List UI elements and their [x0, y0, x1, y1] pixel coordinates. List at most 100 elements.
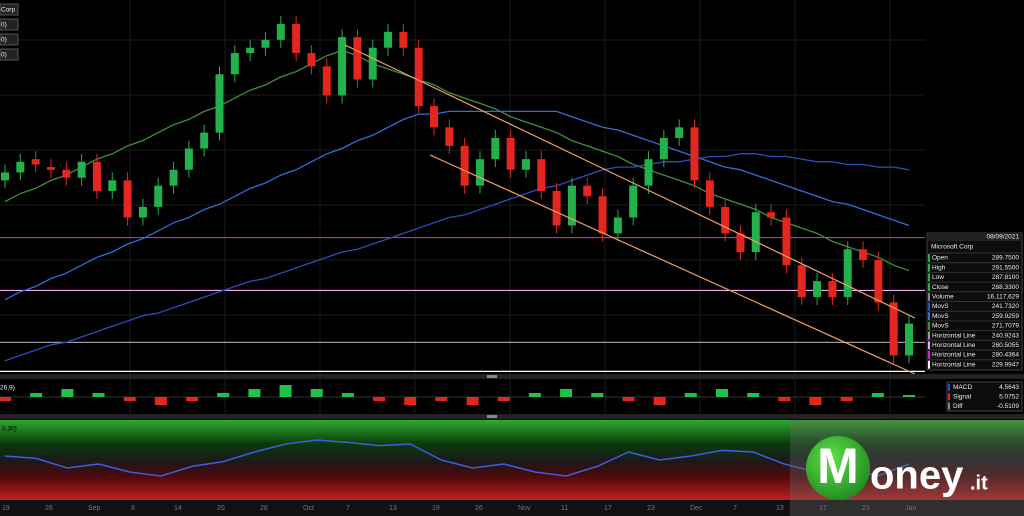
candle-body	[705, 180, 714, 207]
rsi-panel	[4, 439, 910, 477]
macd-info: MACD 4.5643 Signal 5.0752 Diff -0.5109	[946, 381, 1023, 412]
candle-body	[430, 106, 439, 128]
x-tick-label: Oct	[303, 505, 314, 512]
macd-bar	[310, 389, 323, 397]
macd-bar	[903, 395, 915, 397]
row-marker	[928, 331, 930, 340]
candle-body	[445, 127, 454, 146]
candle-body	[813, 281, 822, 298]
row-marker	[928, 273, 930, 282]
indicator-tag	[0, 33, 19, 46]
candle-body	[368, 47, 377, 80]
row-value: 291.5500	[992, 264, 1019, 271]
candle-body	[828, 281, 837, 298]
candle-body	[460, 145, 469, 186]
logo: M oney .it	[806, 436, 988, 500]
macd-bar	[622, 397, 635, 401]
candle-body	[797, 265, 806, 298]
row-marker	[948, 384, 950, 391]
macd-label: 26,9)	[0, 385, 15, 392]
candle-body	[491, 137, 500, 160]
row-value: 260.5055	[992, 342, 1019, 349]
candle-body	[338, 37, 347, 96]
candle-body	[537, 159, 546, 191]
candle-body	[16, 161, 25, 173]
macd-bar	[373, 397, 386, 401]
candle-body	[353, 37, 362, 80]
candle-body	[169, 169, 178, 186]
candle-body	[384, 31, 393, 48]
row-label: Signal	[953, 394, 972, 401]
macd-bar	[0, 397, 11, 401]
candle-body	[154, 185, 163, 207]
candle-body	[644, 159, 653, 186]
row-label: High	[932, 264, 946, 271]
x-tick-label: 17	[819, 505, 827, 512]
macd-bar	[217, 393, 230, 397]
candle-body	[859, 249, 868, 260]
x-tick-label: 23	[647, 505, 655, 512]
row-label: Low	[932, 274, 944, 281]
indicator-label: Corp	[1, 7, 15, 14]
x-tick-label: 23	[862, 505, 870, 512]
macd-bar	[404, 397, 417, 405]
divider	[0, 414, 1024, 419]
candle-body	[552, 190, 561, 226]
x-tick-label: Nov	[518, 505, 531, 512]
candle-body	[1, 172, 9, 181]
macd-bar	[840, 397, 853, 401]
macd-bar	[747, 393, 760, 397]
candle-body	[77, 161, 86, 178]
row-marker	[928, 360, 930, 369]
row-label: MovS	[932, 303, 949, 310]
macd-bar	[497, 397, 510, 401]
row-label: Horizontal Line	[932, 342, 976, 349]
candle-body	[506, 137, 515, 170]
row-label: Open	[932, 255, 948, 262]
info-date: 08/09/2021	[986, 234, 1019, 241]
indicator-tag	[0, 18, 19, 31]
candle-body	[261, 39, 270, 48]
macd-bar	[154, 397, 167, 405]
rsi-line	[4, 439, 910, 477]
macd-bar	[684, 393, 697, 397]
candle-body	[751, 212, 760, 252]
macd-bar	[186, 397, 199, 401]
candle-body	[598, 196, 607, 234]
divider-handle[interactable]	[487, 375, 497, 378]
candle-body	[690, 127, 699, 181]
candle-body	[184, 148, 193, 170]
macd-bar	[30, 393, 43, 397]
candle-body	[613, 217, 622, 234]
indicator-tag	[0, 48, 19, 61]
macd-bar	[560, 389, 573, 397]
candle-body	[246, 47, 255, 54]
macd-bar	[653, 397, 666, 405]
candle-body	[521, 159, 530, 170]
divider-handle[interactable]	[487, 415, 497, 418]
x-tick-label: 11	[561, 505, 568, 512]
row-value: 4.5643	[999, 384, 1019, 391]
moving-average	[4, 49, 910, 272]
candle-body	[215, 74, 224, 133]
row-marker	[928, 283, 930, 292]
macd-bar	[61, 389, 74, 397]
candle-body	[583, 185, 592, 197]
macd-panel	[0, 385, 925, 405]
macd-bar	[871, 393, 884, 397]
indicator-label: 0)	[1, 37, 7, 44]
candle-body	[843, 249, 852, 298]
macd-bar	[341, 393, 354, 397]
x-tick-label: 28	[260, 505, 268, 512]
indicator-labels: Corp 0) 0) 0)	[0, 3, 19, 61]
row-label: MovS	[932, 313, 949, 320]
macd-bar	[528, 393, 541, 397]
row-value: 289.7500	[992, 255, 1019, 262]
row-value: 240.9243	[992, 332, 1019, 339]
candle-body	[276, 23, 285, 40]
x-tick-label: 13	[776, 505, 784, 512]
macd-bar	[248, 389, 261, 397]
x-tick-label: 20	[217, 505, 225, 512]
x-tick-label: Sep	[88, 505, 101, 512]
